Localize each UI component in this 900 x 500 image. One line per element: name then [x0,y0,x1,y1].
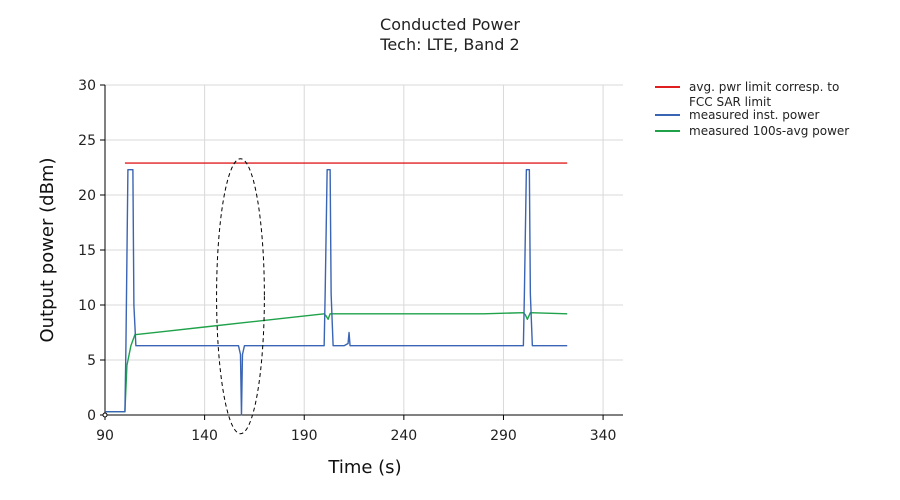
y-axis-label: Output power (dBm) [37,158,58,343]
series-line-3 [105,312,568,413]
axes: 0 5 10 15 20 25 30 90 140 190 240 290 340 [78,78,623,444]
x-tick-label: 90 [96,428,114,444]
y-tick-label: 20 [78,188,96,204]
origin-marker [102,412,108,418]
legend-label-3: measured 100s-avg power [689,124,849,138]
series-group [105,162,568,416]
x-tick-label: 340 [590,428,617,444]
x-tick-label: 190 [291,428,318,444]
y-tick-label: 15 [78,243,96,259]
series-line-2 [105,169,568,416]
chart-subtitle: Tech: LTE, Band 2 [379,35,519,54]
grid [105,84,623,415]
x-axis-label: Time (s) [327,457,401,478]
y-tick-label: 10 [78,298,96,314]
chart-title: Conducted Power [380,15,520,34]
legend: avg. pwr limit corresp. to FCC SAR limitm… [655,80,849,138]
x-tick-label: 240 [390,428,417,444]
x-tick-label: 140 [191,428,218,444]
legend-label-2: measured inst. power [689,108,819,122]
x-tick-label: 290 [490,428,517,444]
legend-label-1: avg. pwr limit corresp. to FCC SAR limit [689,80,839,109]
y-tick-label: 0 [87,408,96,424]
annotations [216,158,265,435]
annotation-ellipse [216,158,265,435]
y-tick-label: 30 [78,78,96,94]
y-tick-label: 5 [87,353,96,369]
y-tick-label: 25 [78,133,96,149]
